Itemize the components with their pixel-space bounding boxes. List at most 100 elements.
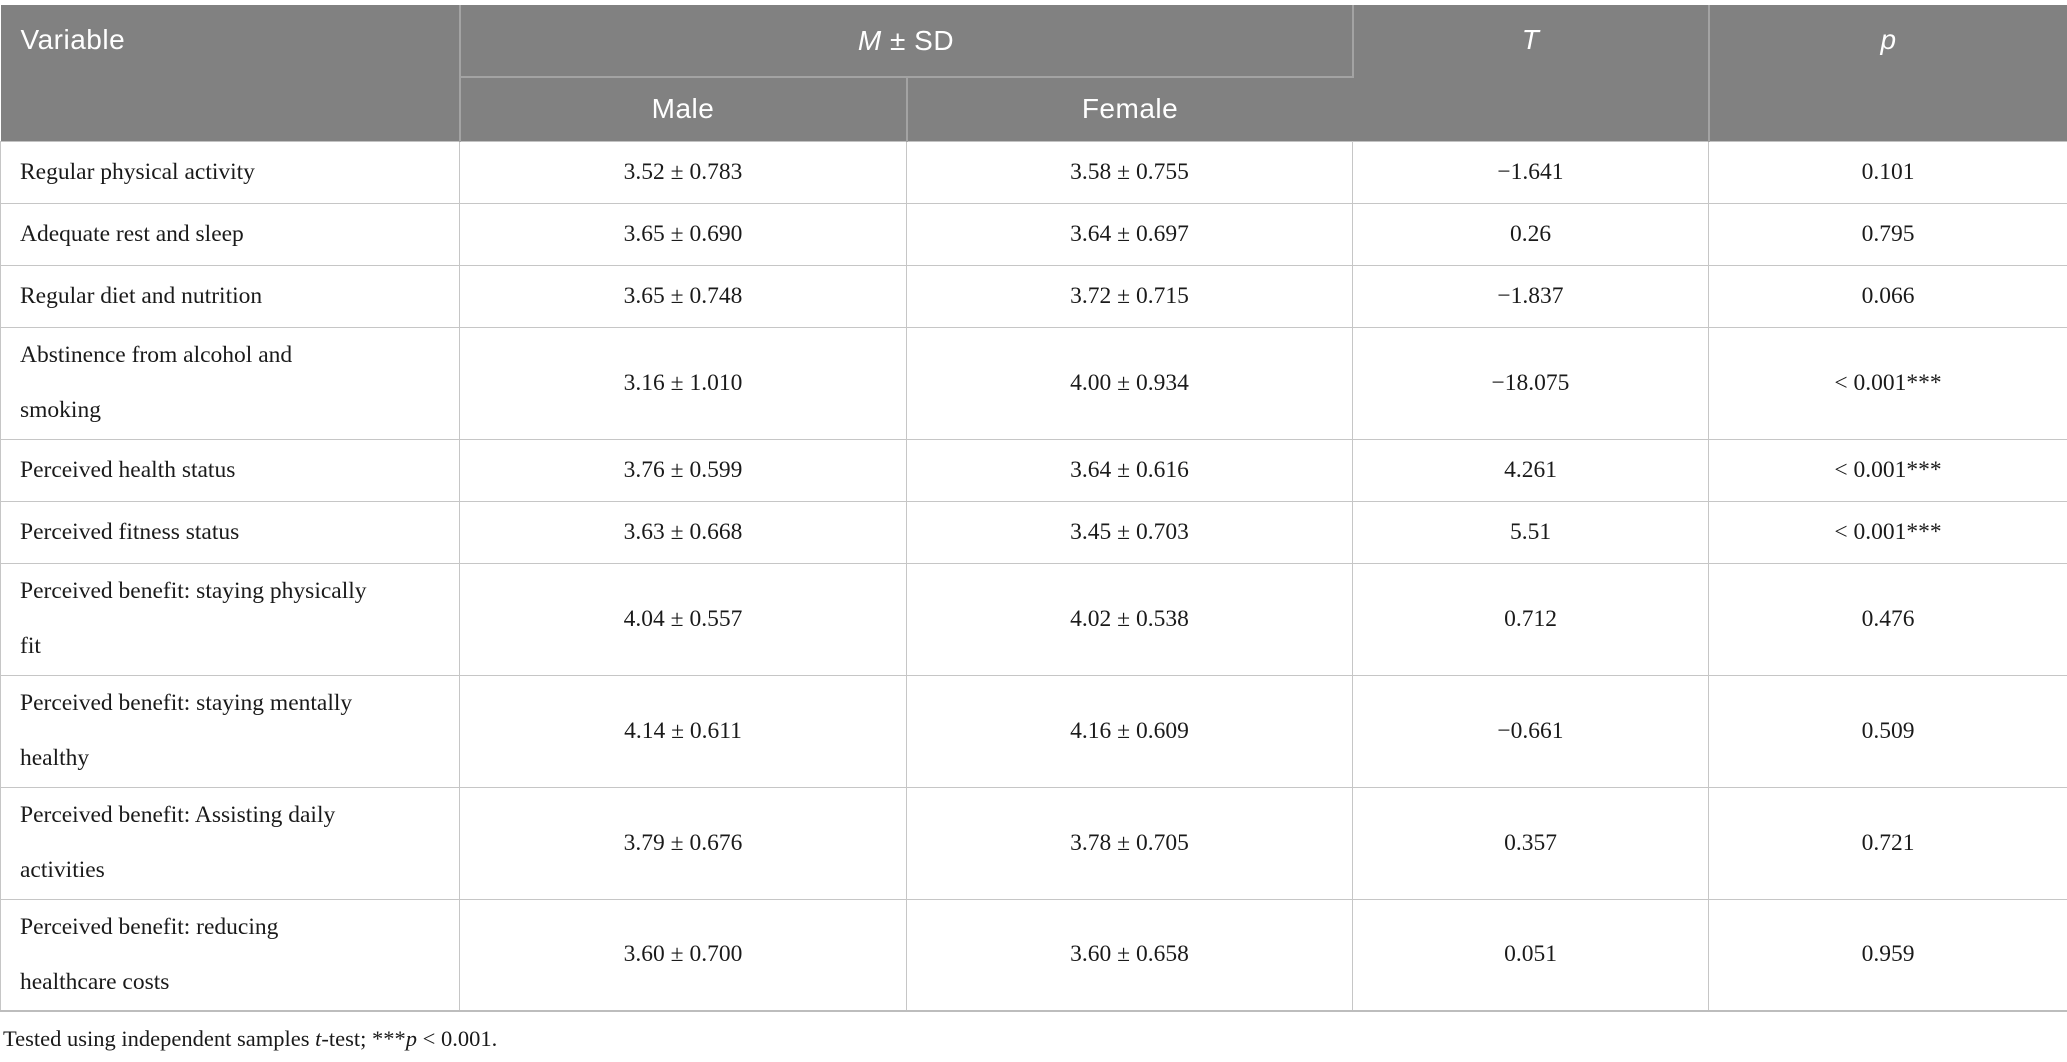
t-value-cell: 4.261 bbox=[1352, 438, 1709, 502]
male-mean-cell: 3.52 ± 0.783 bbox=[459, 140, 907, 204]
female-mean-cell: 4.02 ± 0.538 bbox=[906, 562, 1353, 676]
variable-cell: Perceived benefit: reducing healthcare c… bbox=[0, 898, 460, 1012]
t-label: T bbox=[1521, 24, 1540, 55]
male-mean-cell: 3.65 ± 0.690 bbox=[459, 202, 907, 266]
variable-label: Perceived benefit: Assisting daily bbox=[20, 802, 336, 828]
male-mean-cell: 4.14 ± 0.611 bbox=[459, 674, 907, 788]
variable-label: Perceived fitness status bbox=[20, 518, 240, 545]
variable-label: fit bbox=[20, 633, 41, 659]
male-mean-cell: 3.76 ± 0.599 bbox=[459, 438, 907, 502]
male-label: Male bbox=[651, 93, 715, 125]
column-header-t: T bbox=[1352, 5, 1710, 141]
t-test-results-table: Variable M ± SD T p Male Female Regular … bbox=[0, 5, 2067, 1012]
t-value-cell: −18.075 bbox=[1352, 326, 1709, 440]
table-row: Adequate rest and sleep 3.65 ± 0.690 3.6… bbox=[0, 202, 2067, 266]
variable-cell: Abstinence from alcohol and smoking bbox=[0, 326, 460, 440]
female-mean-cell: 3.45 ± 0.703 bbox=[906, 500, 1353, 564]
p-value-cell: < 0.001*** bbox=[1708, 438, 2067, 502]
table-row: Abstinence from alcohol and smoking 3.16… bbox=[0, 326, 2067, 440]
variable-label: healthy bbox=[20, 745, 90, 771]
header-row-top: Variable M ± SD T p bbox=[0, 5, 2067, 141]
table-row: Regular diet and nutrition 3.65 ± 0.748 … bbox=[0, 264, 2067, 328]
table-header: Variable M ± SD T p Male Female bbox=[0, 5, 2067, 141]
table-row: Regular physical activity 3.52 ± 0.783 3… bbox=[0, 140, 2067, 204]
column-header-variable: Variable bbox=[0, 5, 461, 141]
m-label: M bbox=[857, 24, 882, 56]
male-mean-cell: 3.60 ± 0.700 bbox=[459, 898, 907, 1012]
variable-cell: Regular diet and nutrition bbox=[0, 264, 460, 328]
column-header-p: p bbox=[1708, 5, 2067, 141]
variable-cell: Perceived benefit: staying mentally heal… bbox=[0, 674, 460, 788]
p-value-cell: 0.959 bbox=[1708, 898, 2067, 1012]
female-mean-cell: 3.72 ± 0.715 bbox=[906, 264, 1353, 328]
table-row: Perceived health status 3.76 ± 0.599 3.6… bbox=[0, 438, 2067, 502]
t-value-cell: −1.837 bbox=[1352, 264, 1709, 328]
variable-cell: Perceived benefit: staying physically fi… bbox=[0, 562, 460, 676]
variable-cell: Perceived fitness status bbox=[0, 500, 460, 564]
variable-label: Perceived benefit: reducing bbox=[20, 913, 279, 940]
variable-label: smoking bbox=[20, 397, 101, 423]
column-header-male: Male bbox=[459, 77, 908, 141]
female-mean-cell: 4.00 ± 0.934 bbox=[906, 326, 1353, 440]
male-mean-cell: 3.65 ± 0.748 bbox=[459, 264, 907, 328]
male-mean-cell: 3.79 ± 0.676 bbox=[459, 786, 907, 900]
p-value-cell: < 0.001*** bbox=[1708, 500, 2067, 564]
variable-cell: Adequate rest and sleep bbox=[0, 202, 460, 266]
table-row: Perceived benefit: staying mentally heal… bbox=[0, 674, 2067, 788]
variable-label: healthcare costs bbox=[20, 968, 170, 995]
table-body: Regular physical activity 3.52 ± 0.783 3… bbox=[0, 140, 2067, 1012]
variable-cell: Regular physical activity bbox=[0, 140, 460, 204]
table-row: Perceived benefit: reducing healthcare c… bbox=[0, 898, 2067, 1012]
variable-label: activities bbox=[20, 857, 105, 883]
p-value-cell: 0.721 bbox=[1708, 786, 2067, 900]
variable-cell: Perceived benefit: Assisting daily activ… bbox=[0, 786, 460, 900]
footnote-p-symbol: p bbox=[405, 1026, 418, 1051]
p-value-cell: 0.101 bbox=[1708, 140, 2067, 204]
female-mean-cell: 4.16 ± 0.609 bbox=[906, 674, 1353, 788]
female-mean-cell: 3.60 ± 0.658 bbox=[906, 898, 1353, 1012]
female-mean-cell: 3.64 ± 0.616 bbox=[906, 438, 1353, 502]
p-value-cell: 0.476 bbox=[1708, 562, 2067, 676]
header-row-sub: Male Female bbox=[1, 77, 2067, 141]
footnote-text: Tested using independent samples bbox=[3, 1026, 316, 1051]
table-row: Perceived benefit: staying physically fi… bbox=[0, 562, 2067, 676]
t-value-cell: 0.26 bbox=[1352, 202, 1709, 266]
table-footnote: Tested using independent samples t-test;… bbox=[3, 1026, 2067, 1052]
variable-label: Regular diet and nutrition bbox=[20, 282, 263, 309]
p-value-cell: < 0.001*** bbox=[1708, 326, 2067, 440]
t-value-cell: 0.357 bbox=[1352, 786, 1709, 900]
column-header-female: Female bbox=[906, 77, 1353, 141]
p-value-cell: 0.509 bbox=[1708, 674, 2067, 788]
sd-label: ± SD bbox=[890, 24, 955, 56]
t-value-cell: 5.51 bbox=[1352, 500, 1709, 564]
t-value-cell: −1.641 bbox=[1352, 140, 1709, 204]
female-label: Female bbox=[1081, 93, 1179, 125]
variable-label: Regular physical activity bbox=[20, 158, 255, 185]
variable-label: Perceived health status bbox=[20, 456, 236, 483]
p-value-cell: 0.795 bbox=[1708, 202, 2067, 266]
p-value-cell: 0.066 bbox=[1708, 264, 2067, 328]
variable-cell: Perceived health status bbox=[0, 438, 460, 502]
column-header-m-sd: M ± SD bbox=[459, 5, 1354, 78]
p-label: p bbox=[1880, 24, 1897, 55]
footnote-t-symbol: t bbox=[315, 1026, 322, 1051]
table-row: Perceived fitness status 3.63 ± 0.668 3.… bbox=[0, 500, 2067, 564]
male-mean-cell: 3.63 ± 0.668 bbox=[459, 500, 907, 564]
variable-label: Perceived benefit: staying physically bbox=[20, 578, 367, 604]
footnote-text: -test; *** bbox=[321, 1026, 406, 1051]
female-mean-cell: 3.78 ± 0.705 bbox=[906, 786, 1353, 900]
female-mean-cell: 3.64 ± 0.697 bbox=[906, 202, 1353, 266]
footnote-text: < 0.001. bbox=[417, 1026, 498, 1051]
female-mean-cell: 3.58 ± 0.755 bbox=[906, 140, 1353, 204]
t-value-cell: 0.051 bbox=[1352, 898, 1709, 1012]
t-value-cell: 0.712 bbox=[1352, 562, 1709, 676]
column-header-variable-label: Variable bbox=[20, 24, 126, 55]
t-value-cell: −0.661 bbox=[1352, 674, 1709, 788]
male-mean-cell: 4.04 ± 0.557 bbox=[459, 562, 907, 676]
variable-label: Abstinence from alcohol and bbox=[20, 342, 293, 368]
variable-label: Adequate rest and sleep bbox=[20, 220, 244, 247]
variable-label: Perceived benefit: staying mentally bbox=[20, 690, 353, 716]
table-row: Perceived benefit: Assisting daily activ… bbox=[0, 786, 2067, 900]
male-mean-cell: 3.16 ± 1.010 bbox=[459, 326, 907, 440]
